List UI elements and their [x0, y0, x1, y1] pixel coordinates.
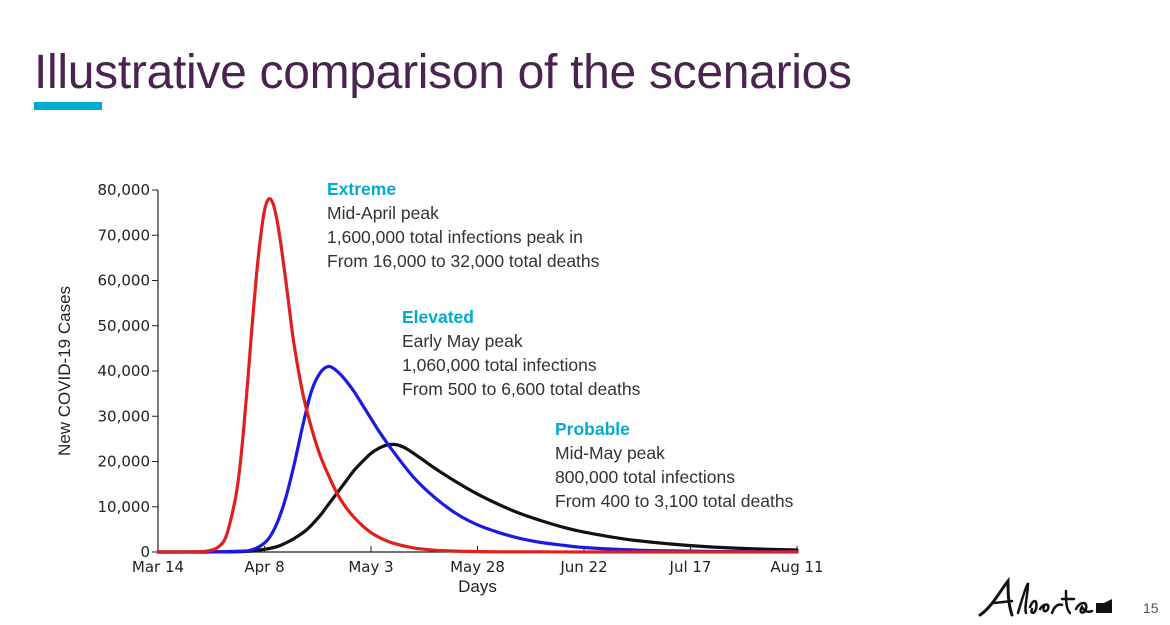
- x-tick-label: Aug 11: [770, 558, 823, 576]
- y-tick-label: 20,000: [98, 453, 151, 471]
- y-tick-label: 70,000: [98, 226, 151, 244]
- annotation-probable-line-3: From 400 to 3,100 total deaths: [555, 491, 794, 511]
- annotation-extreme-heading: Extreme: [327, 179, 397, 199]
- chart-series: [156, 197, 799, 554]
- annotation-extreme-line-3: From 16,000 to 32,000 total deaths: [327, 251, 600, 271]
- chart-tick-labels: 0 10,000 20,000 30,000 40,000 50,000 60,000 70,…: [55, 181, 824, 596]
- x-tick-label: May 3: [348, 558, 393, 576]
- annotation-probable: Probable Mid-May peak 800,000 total infe…: [555, 417, 793, 513]
- annotation-extreme-line-2: 1,600,000 total infections peak in: [327, 227, 583, 247]
- alberta-logo: [978, 577, 1112, 617]
- y-tick-label: 50,000: [98, 317, 151, 335]
- annotation-probable-line-1: Mid-May peak: [555, 443, 665, 463]
- annotation-extreme: Extreme Mid-April peak 1,600,000 total i…: [327, 177, 599, 273]
- y-tick-label: 0: [140, 543, 150, 561]
- page-number: 15: [1143, 600, 1159, 616]
- x-tick-label: Jun 22: [559, 558, 607, 576]
- x-axis-title: Days: [458, 577, 497, 596]
- x-tick-label: May 28: [450, 558, 505, 576]
- annotation-elevated-line-3: From 500 to 6,600 total deaths: [402, 379, 641, 399]
- series-line-extreme: [156, 197, 799, 554]
- y-tick-label: 30,000: [98, 407, 151, 425]
- annotation-probable-line-2: 800,000 total infections: [555, 467, 735, 487]
- annotation-elevated-line-1: Early May peak: [402, 331, 523, 351]
- y-axis-title: New COVID-19 Cases: [55, 286, 74, 456]
- page-title: Illustrative comparison of the scenarios: [34, 46, 852, 99]
- series-line-probable: [156, 442, 799, 554]
- title-accent-bar: [34, 102, 102, 110]
- y-tick-label: 10,000: [98, 498, 151, 516]
- x-tick-label: Apr 8: [244, 558, 284, 576]
- annotation-probable-heading: Probable: [555, 419, 630, 439]
- y-tick-label: 60,000: [98, 272, 151, 290]
- annotation-extreme-line-1: Mid-April peak: [327, 203, 439, 223]
- x-tick-label: Jul 17: [669, 558, 712, 576]
- series-line-elevated: [156, 364, 799, 554]
- y-tick-label: 40,000: [98, 362, 151, 380]
- y-tick-label: 80,000: [98, 181, 151, 199]
- x-tick-label: Mar 14: [132, 558, 184, 576]
- annotation-elevated-line-2: 1,060,000 total infections: [402, 355, 597, 375]
- annotation-elevated: Elevated Early May peak 1,060,000 total …: [402, 305, 640, 401]
- annotation-elevated-heading: Elevated: [402, 307, 474, 327]
